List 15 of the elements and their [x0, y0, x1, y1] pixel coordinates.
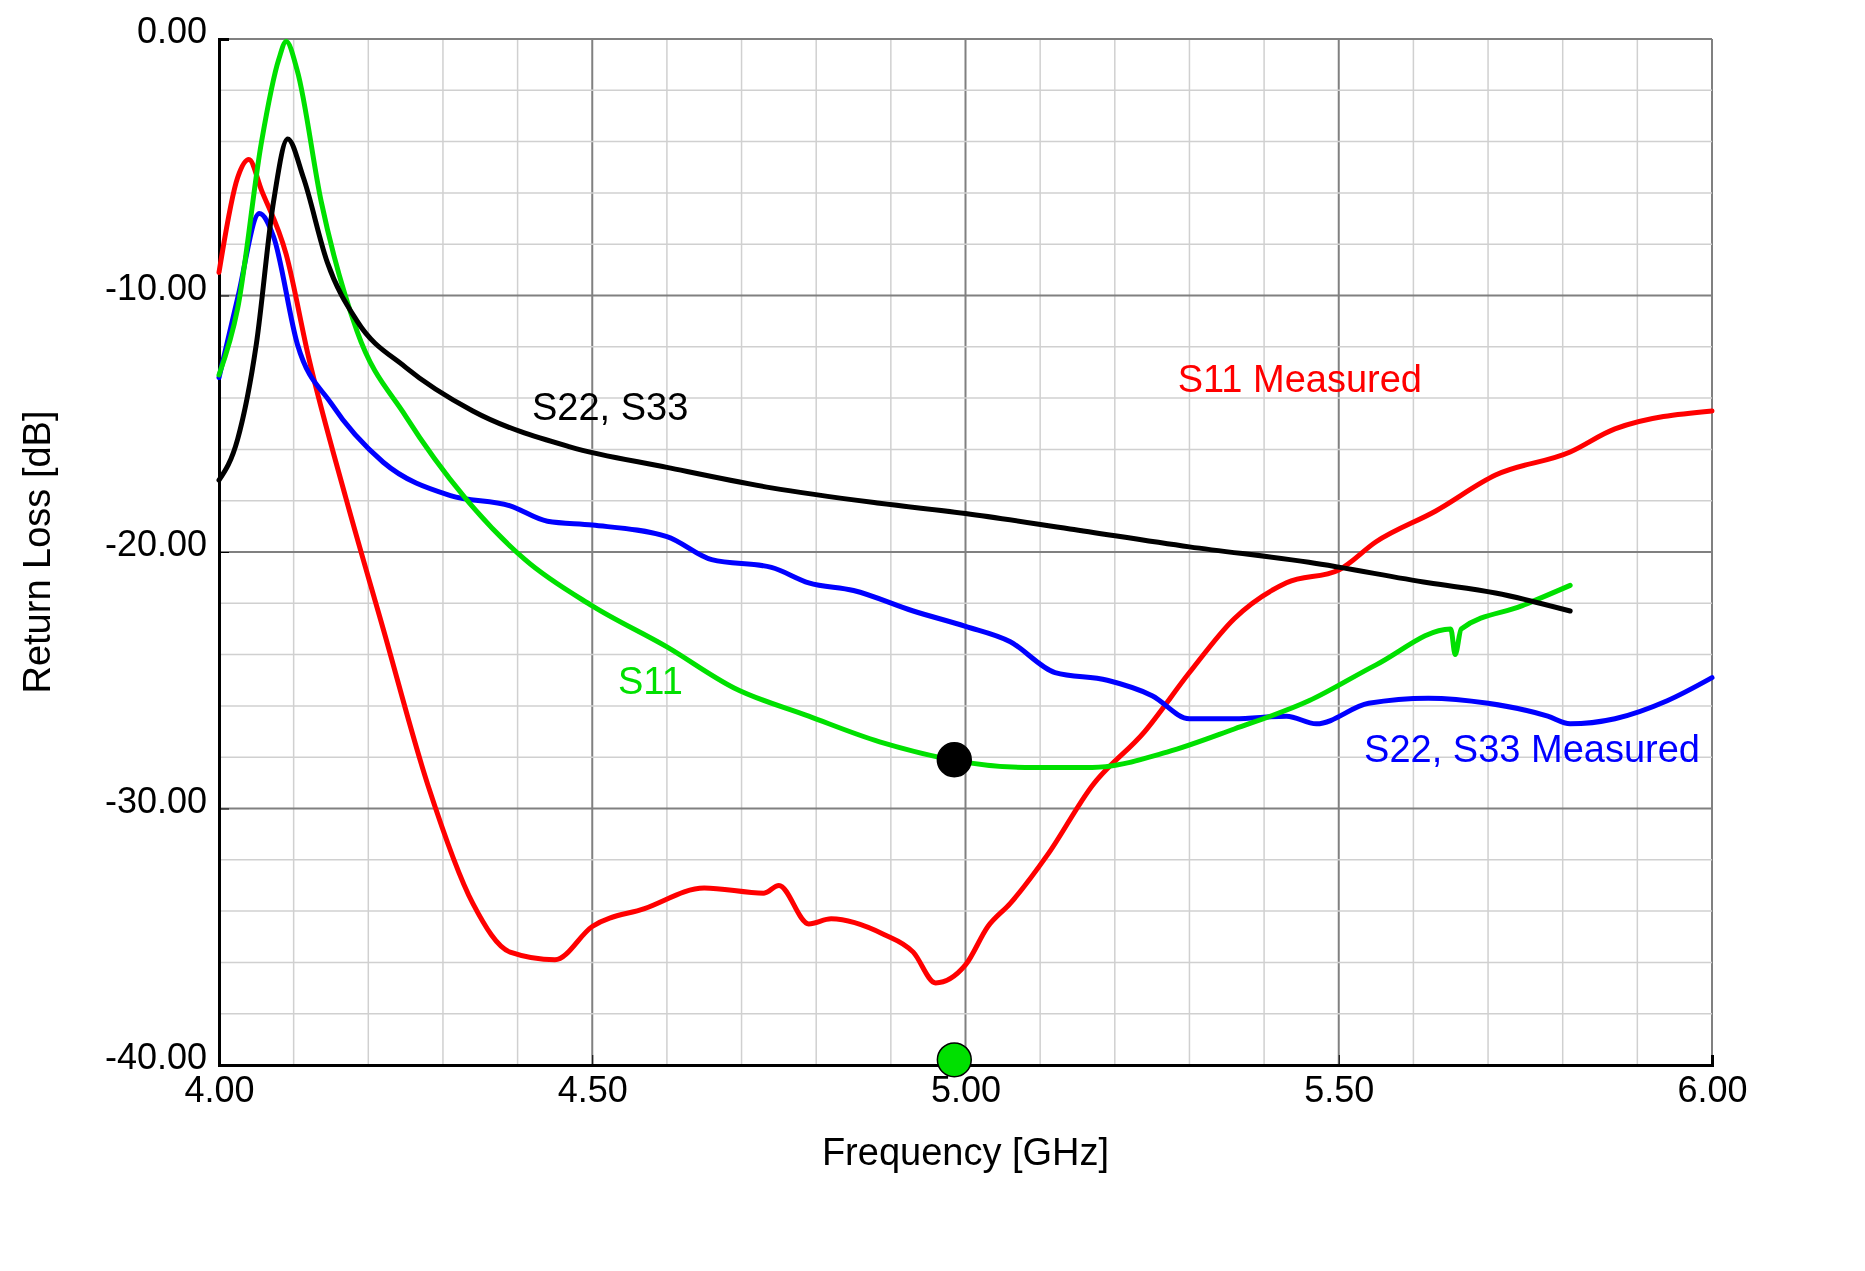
series-label: S22, S33	[532, 386, 689, 428]
x-tick-label: 6.00	[1677, 1069, 1748, 1111]
y-tick-label: -20.00	[104, 523, 207, 565]
y-tick-label: -30.00	[104, 779, 207, 821]
y-axis-title: Return Loss [dB]	[16, 410, 58, 694]
x-tick-label: 5.00	[930, 1069, 1002, 1111]
text: S11 Measured	[1177, 358, 1422, 400]
series-label: S22, S33 Measured	[1364, 728, 1700, 770]
x-tick-label: 5.50	[1304, 1069, 1375, 1111]
y-tick-label: 0.00	[136, 10, 207, 52]
x-tick-label: 4.50	[557, 1069, 628, 1111]
x-tick-label: 4.00	[184, 1069, 255, 1111]
series-label: S11	[618, 660, 683, 702]
x-axis-title: Frequency [GHz]	[821, 1131, 1110, 1173]
y-tick-label: -10.00	[104, 266, 207, 308]
